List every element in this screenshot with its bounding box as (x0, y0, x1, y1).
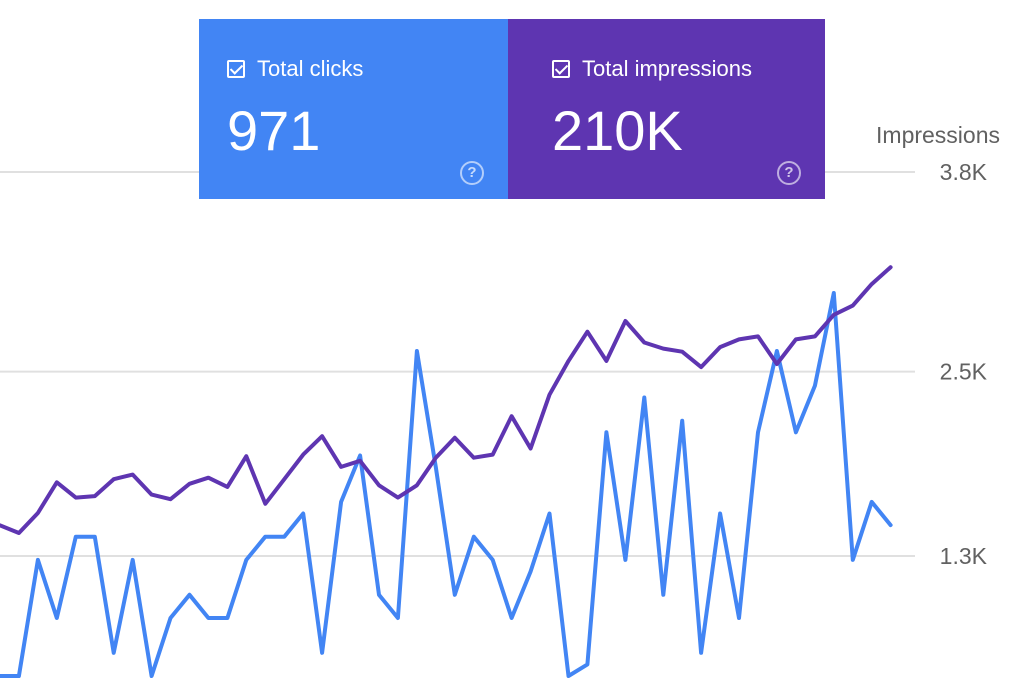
y-tick-label: 1.3K (940, 543, 988, 569)
help-circle-icon[interactable]: ? (460, 161, 484, 185)
clicks-series-line (0, 291, 893, 678)
right-axis-title: Impressions (876, 122, 1000, 148)
total-impressions-label: Total impressions (582, 56, 752, 81)
checkbox-checked-icon[interactable] (227, 60, 245, 78)
series-lines (0, 265, 893, 678)
y-tick-label: 2.5K (940, 359, 988, 385)
total-clicks-label: Total clicks (257, 56, 364, 81)
right-axis-ticks: 1.3K 2.5K 3.8K (940, 159, 988, 569)
total-impressions-value: 210K (552, 99, 683, 162)
impressions-series-line (0, 265, 893, 535)
total-clicks-card[interactable]: Total clicks 971 ? (199, 19, 508, 199)
checkbox-checked-icon[interactable] (552, 60, 570, 78)
total-clicks-header: Total clicks (227, 57, 363, 81)
total-impressions-header: Total impressions (552, 57, 752, 81)
y-tick-label: 3.8K (940, 159, 988, 185)
total-impressions-card[interactable]: Total impressions 210K ? (508, 19, 825, 199)
help-circle-icon[interactable]: ? (777, 161, 801, 185)
total-clicks-value: 971 (227, 99, 321, 162)
